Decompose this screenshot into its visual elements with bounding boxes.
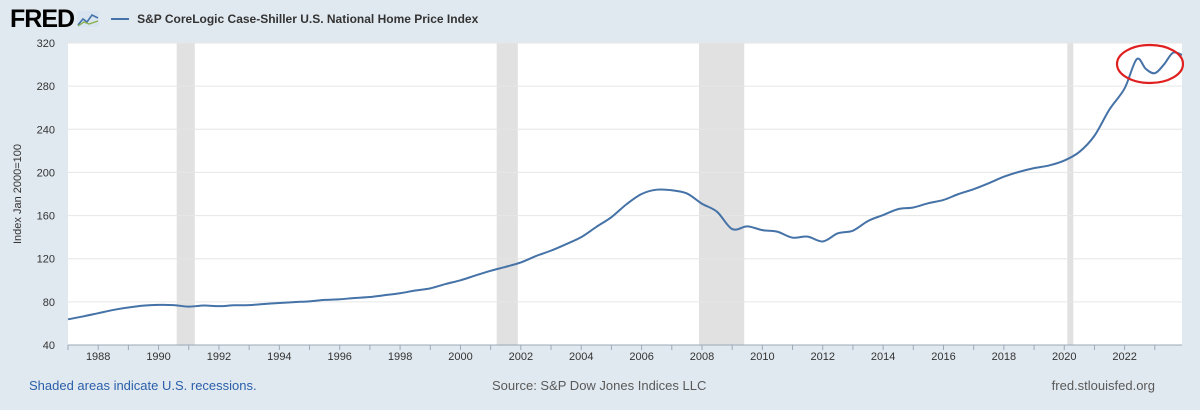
fred-logo-text: FRED: [10, 4, 75, 33]
x-tick-2016: 2016: [931, 351, 955, 363]
y-tick-280: 280: [37, 81, 55, 93]
x-tick-1992: 1992: [207, 351, 231, 363]
y-tick-200: 200: [37, 167, 55, 179]
y-tick-160: 160: [37, 211, 55, 223]
x-tick-1998: 1998: [388, 351, 412, 363]
legend-swatch: [111, 18, 130, 20]
x-tick-2000: 2000: [448, 351, 472, 363]
recession-band-1: [496, 43, 518, 345]
x-tick-2012: 2012: [811, 351, 835, 363]
x-tick-1988: 1988: [86, 351, 110, 363]
x-tick-2018: 2018: [992, 351, 1016, 363]
recession-band-0: [176, 43, 195, 345]
x-tick-2006: 2006: [629, 351, 653, 363]
recession-shading: [176, 43, 1074, 345]
recession-note: Shaded areas indicate U.S. recessions.: [29, 378, 257, 393]
x-tick-2002: 2002: [509, 351, 533, 363]
site-url[interactable]: fred.stlouisfed.org: [1051, 378, 1155, 393]
source-note: Source: S&P Dow Jones Indices LLC: [492, 378, 707, 393]
fred-logo[interactable]: FRED: [10, 4, 100, 34]
series-line[interactable]: [67, 51, 1183, 321]
y-axis-label: Index Jan 2000=100: [12, 144, 24, 244]
recession-band-3: [1067, 43, 1074, 345]
chart-footer: Shaded areas indicate U.S. recessions. S…: [0, 378, 1200, 398]
chart-header: FRED S&P CoreLogic Case-Shiller U.S. Nat…: [10, 4, 478, 34]
y-tick-240: 240: [37, 124, 55, 136]
x-tick-2010: 2010: [750, 351, 774, 363]
plot-background: [68, 43, 1182, 345]
gridlines: [68, 42, 1182, 346]
x-tick-2004: 2004: [569, 351, 593, 363]
x-tick-1996: 1996: [327, 351, 351, 363]
y-axis-ticks: 40 80 120 160 200 240 280 320: [37, 38, 55, 352]
x-axis-ticks: 1988 1990 1992 1994 1996 1998 2000 2002 2004 2006…: [67, 345, 1156, 363]
fred-graph-icon: [77, 11, 100, 27]
y-tick-40: 40: [43, 340, 55, 352]
x-tick-2022: 2022: [1112, 351, 1136, 363]
x-tick-2020: 2020: [1052, 351, 1076, 363]
y-tick-80: 80: [43, 297, 55, 309]
recession-band-2: [698, 43, 745, 345]
y-tick-120: 120: [37, 254, 55, 266]
x-tick-2014: 2014: [871, 351, 895, 363]
legend-series-label[interactable]: S&P CoreLogic Case-Shiller U.S. National…: [137, 12, 479, 26]
x-tick-2008: 2008: [690, 351, 714, 363]
y-tick-320: 320: [37, 38, 55, 50]
highlight-circle: [1115, 43, 1185, 85]
x-tick-1990: 1990: [146, 351, 170, 363]
x-tick-1994: 1994: [267, 351, 291, 363]
